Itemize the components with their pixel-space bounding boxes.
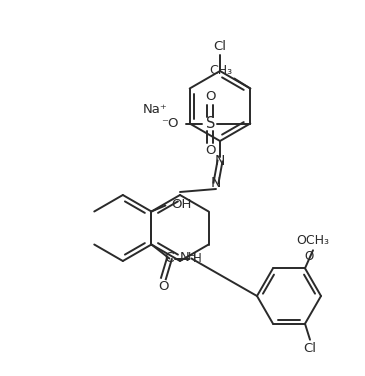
Text: S: S — [205, 116, 215, 131]
Text: O: O — [158, 280, 169, 293]
Text: Cl: Cl — [214, 41, 227, 53]
Text: N: N — [211, 176, 221, 190]
Text: C: C — [165, 252, 174, 265]
Text: O: O — [304, 250, 314, 263]
Text: ⁻O: ⁻O — [161, 117, 178, 130]
Text: Cl: Cl — [304, 342, 316, 355]
Text: Na⁺: Na⁺ — [143, 103, 168, 116]
Text: O: O — [205, 90, 216, 103]
Text: CH₃: CH₃ — [209, 64, 232, 77]
Text: OH: OH — [171, 198, 192, 211]
Text: O: O — [205, 144, 216, 157]
Text: H: H — [193, 252, 202, 265]
Text: N: N — [180, 251, 189, 264]
Text: N: N — [215, 154, 225, 168]
Text: H: H — [187, 253, 196, 262]
Text: OCH₃: OCH₃ — [296, 234, 330, 247]
